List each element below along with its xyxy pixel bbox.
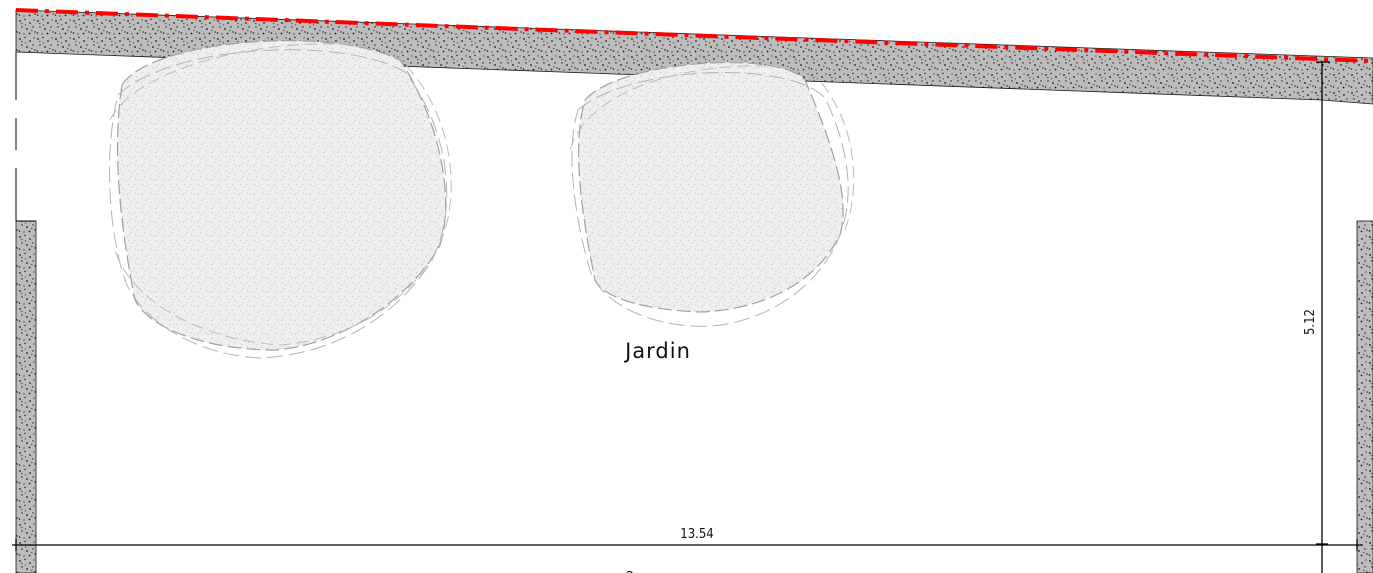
right-wall xyxy=(1356,220,1373,573)
property-line xyxy=(15,8,1373,63)
tree-canopy-icon-2 xyxy=(569,61,855,327)
horizontal-dimension-label: 13.54 xyxy=(680,527,713,542)
room-label: Jardin xyxy=(623,339,691,363)
vertical-dimension-label: 5.12 xyxy=(1303,309,1318,335)
left-wall xyxy=(15,220,37,573)
top-boundary-wall xyxy=(15,9,1373,105)
vertical-dimension xyxy=(1316,61,1330,573)
tree-canopy-icon xyxy=(109,40,452,359)
horizontal-dimension xyxy=(12,539,1362,551)
bottom-partial-label: 2 xyxy=(626,570,634,573)
